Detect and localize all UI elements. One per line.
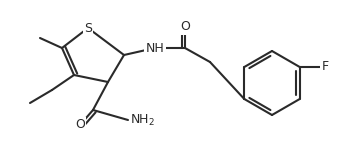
Text: NH$_2$: NH$_2$ [130,112,155,128]
Text: O: O [75,119,85,131]
Text: NH: NH [146,42,165,55]
Text: F: F [322,60,329,73]
Text: S: S [84,22,92,35]
Text: O: O [180,20,190,33]
